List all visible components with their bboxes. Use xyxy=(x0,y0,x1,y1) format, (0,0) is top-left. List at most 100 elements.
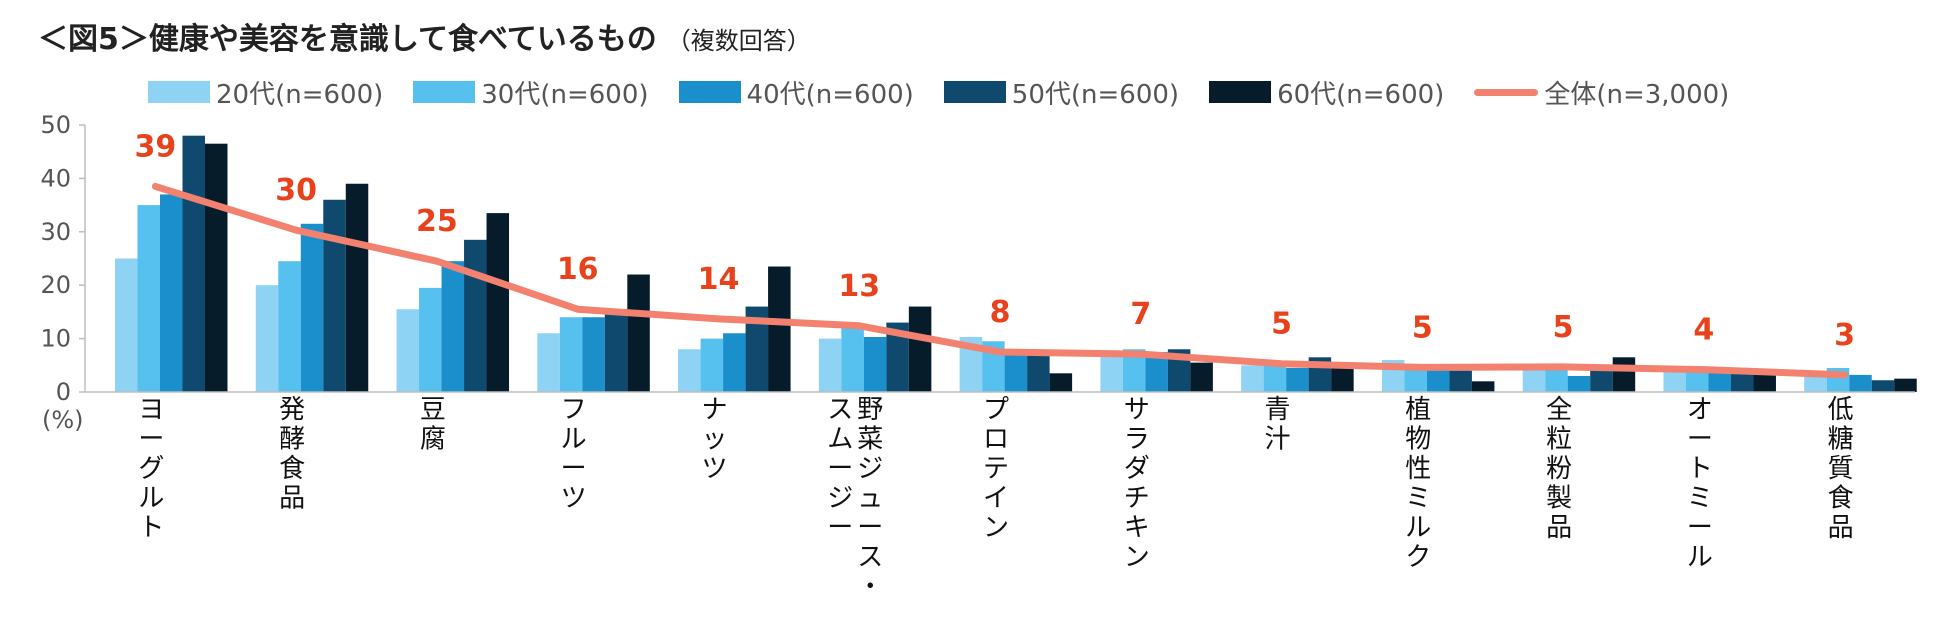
bar-5-1 xyxy=(205,143,228,392)
bar-2-5 xyxy=(700,338,724,392)
category-label: 発酵食品 xyxy=(279,395,305,514)
category-label-char: ル xyxy=(561,425,587,455)
category-label-char: ク xyxy=(1405,543,1431,573)
category-label-char: ト xyxy=(1687,454,1713,484)
category-label-char: ー xyxy=(138,425,164,455)
data-label-11: 5 xyxy=(1553,310,1574,345)
bar-3-13 xyxy=(1849,374,1872,392)
legend-item-4: 50代(n=600) xyxy=(943,74,1179,111)
category-label-char: 青 xyxy=(1265,395,1291,425)
bar-3-4 xyxy=(582,317,605,392)
legend-item-2: 30代(n=600) xyxy=(413,74,649,111)
category-label-char: ジ xyxy=(857,454,883,484)
category-label: 植物性ミルク xyxy=(1405,395,1431,573)
bar-3-8 xyxy=(1145,351,1168,392)
category-label: 青汁 xyxy=(1265,395,1291,455)
bar-3-11 xyxy=(1567,375,1591,392)
category-label-char: 物 xyxy=(1405,425,1431,455)
category-label: 全粒粉製品 xyxy=(1546,395,1572,543)
category-label-char: 品 xyxy=(279,484,305,514)
bar-5-7 xyxy=(1049,373,1073,392)
bar-2-4 xyxy=(559,317,583,392)
category-label-char: ロ xyxy=(983,425,1009,455)
data-label-10: 5 xyxy=(1412,310,1433,345)
data-label-9: 5 xyxy=(1271,307,1292,342)
bar-3-7 xyxy=(1004,354,1028,392)
bar-3-10 xyxy=(1426,367,1450,392)
bar-3-2 xyxy=(300,223,324,392)
category-label: フルーツ xyxy=(561,395,587,514)
category-label: ナッツ xyxy=(701,395,727,484)
bar-1-1 xyxy=(115,258,138,392)
category-label-char: ル xyxy=(1687,543,1713,573)
category-label-char: ツ xyxy=(701,454,727,484)
bar-2-12 xyxy=(1685,367,1709,392)
legend-label: 60代(n=600) xyxy=(1277,79,1445,110)
bar-5-8 xyxy=(1190,362,1213,392)
bar-2-10 xyxy=(1404,367,1427,392)
bar-5-3 xyxy=(486,213,510,392)
category-label-char: ュ xyxy=(857,484,883,514)
category-label-char: 植 xyxy=(1405,395,1431,425)
category-label-char: 菜 xyxy=(857,425,883,455)
legend-swatch xyxy=(148,81,210,103)
bar-4-11 xyxy=(1590,365,1613,392)
data-label-1: 39 xyxy=(135,129,177,164)
category-label-char: ル xyxy=(1405,513,1431,543)
category-label-char: 汁 xyxy=(1265,425,1291,455)
legend-label: 全体(n=3,000) xyxy=(1544,79,1730,110)
bar-4-13 xyxy=(1871,380,1895,392)
legend-item-5: 60代(n=600) xyxy=(1209,74,1444,111)
category-label-char: ー xyxy=(827,513,853,543)
category-label-char: 低 xyxy=(1828,395,1854,425)
data-label-7: 8 xyxy=(990,295,1011,330)
category-label-char: ツ xyxy=(561,484,587,514)
category-label-char: ラ xyxy=(1124,425,1150,455)
category-label: 低糖質食品 xyxy=(1828,395,1854,543)
category-label-char: ー xyxy=(857,513,883,543)
category-label-char: グ xyxy=(138,454,164,484)
category-label: 野菜ジュース・ xyxy=(857,395,883,602)
bar-5-2 xyxy=(345,183,369,392)
category-label-char: ム xyxy=(827,425,853,455)
bar-4-2 xyxy=(323,199,346,392)
bar-2-9 xyxy=(1263,365,1287,392)
bar-4-10 xyxy=(1449,370,1472,392)
bar-1-13 xyxy=(1804,373,1827,392)
category-label-char: ー xyxy=(827,454,853,484)
bar-4-4 xyxy=(604,309,628,392)
legend-swatch xyxy=(1209,81,1272,103)
category-label-char: ミ xyxy=(1405,484,1431,514)
category-label-char: キ xyxy=(1124,513,1150,543)
bar-2-3 xyxy=(419,287,442,392)
bar-2-8 xyxy=(1122,349,1146,392)
bar-3-5 xyxy=(723,333,746,392)
bar-2-11 xyxy=(1545,365,1568,392)
y-tick-label: 40 xyxy=(40,164,71,192)
bar-1-3 xyxy=(396,309,420,392)
data-label-13: 3 xyxy=(1834,318,1855,353)
category-label-char: プ xyxy=(983,395,1009,425)
legend-swatch xyxy=(678,81,741,103)
y-tick-label: 20 xyxy=(40,271,71,299)
category-label-char: 食 xyxy=(279,454,305,484)
data-label-12: 4 xyxy=(1693,313,1714,348)
category-label: プロテイン xyxy=(983,395,1009,543)
bar-1-11 xyxy=(1522,365,1546,392)
category-label-char: 糖 xyxy=(1828,425,1854,455)
bar-5-6 xyxy=(908,306,932,392)
category-label-char: 質 xyxy=(1828,454,1854,484)
bar-1-8 xyxy=(1100,351,1123,392)
bar-4-12 xyxy=(1730,370,1754,392)
category-label-char: ー xyxy=(1687,425,1713,455)
category-label-char: 全 xyxy=(1546,395,1572,425)
category-label-char: 野 xyxy=(857,395,883,425)
category-label-char: 粉 xyxy=(1546,454,1572,484)
legend-item-1: 20代(n=600) xyxy=(148,74,383,111)
bar-2-1 xyxy=(137,205,160,392)
bar-1-4 xyxy=(537,333,560,392)
category-label-char: ト xyxy=(138,513,164,543)
category-label-char: ッ xyxy=(701,425,727,455)
legend: 20代(n=600) 30代(n=600) 40代(n=600) 50代(n=600)… xyxy=(148,74,1729,110)
bar-5-5 xyxy=(768,266,791,392)
